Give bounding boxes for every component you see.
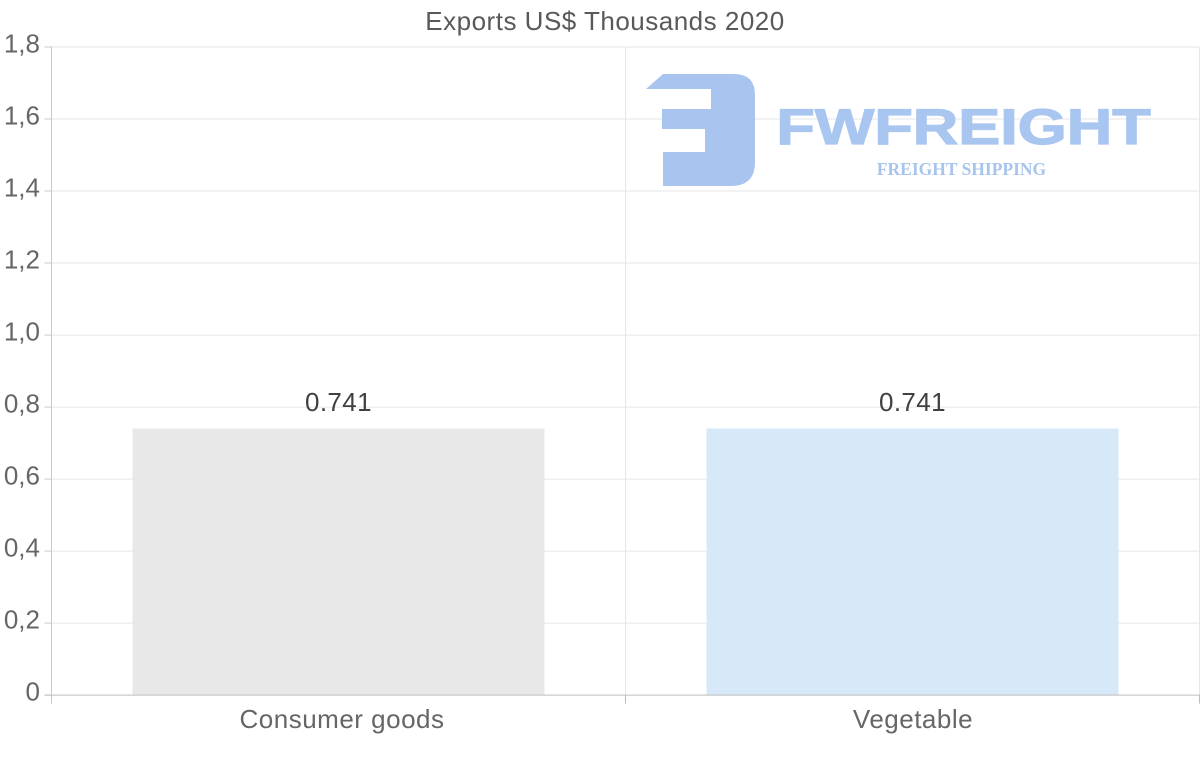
svg-text:1,4: 1,4: [4, 172, 40, 202]
svg-text:FREIGHT SHIPPING: FREIGHT SHIPPING: [877, 159, 1047, 179]
svg-text:1,0: 1,0: [4, 316, 40, 346]
svg-text:0,4: 0,4: [4, 532, 40, 562]
svg-text:Vegetable: Vegetable: [853, 704, 973, 734]
svg-text:0,6: 0,6: [4, 460, 40, 490]
svg-text:0,2: 0,2: [4, 604, 40, 634]
svg-text:1,2: 1,2: [4, 244, 40, 274]
svg-text:FWFREIGHT: FWFREIGHT: [776, 100, 1151, 155]
svg-text:1,6: 1,6: [4, 100, 40, 130]
svg-text:0.741: 0.741: [305, 387, 372, 417]
svg-text:0: 0: [26, 676, 40, 706]
svg-text:Consumer goods: Consumer goods: [240, 704, 445, 734]
svg-text:0,8: 0,8: [4, 388, 40, 418]
svg-text:0.741: 0.741: [879, 387, 946, 417]
svg-text:1,8: 1,8: [4, 28, 40, 58]
svg-text:Exports US$ Thousands 2020: Exports US$ Thousands 2020: [425, 6, 784, 36]
